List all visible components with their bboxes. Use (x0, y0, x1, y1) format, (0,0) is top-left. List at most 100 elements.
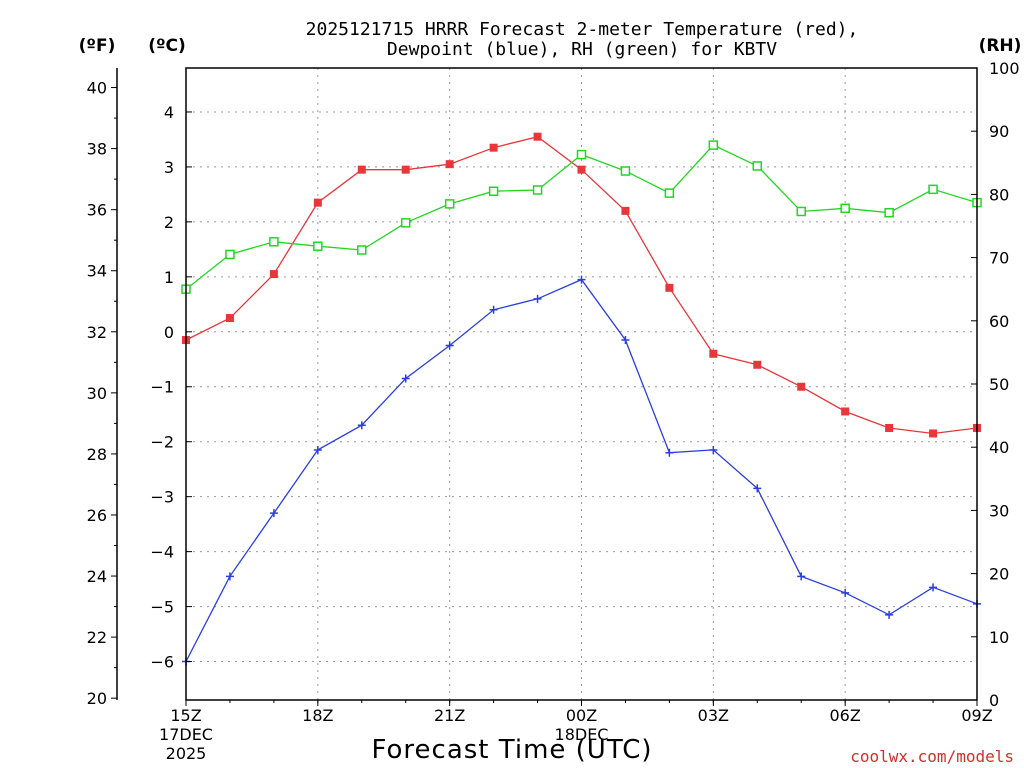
point-2-meter-temperature (269, 270, 278, 279)
point-rh (488, 186, 499, 196)
fahrenheit-tick-label: 38 (87, 140, 107, 159)
fahrenheit-tick-label: 28 (87, 445, 107, 464)
point-2-meter-temperature (841, 407, 850, 416)
rh-tick-label: 40 (989, 438, 1009, 457)
x-tick-label: 21Z (434, 706, 465, 725)
credit-text: coolwx.com/models (850, 747, 1014, 766)
rh-tick-label: 10 (989, 628, 1009, 647)
point-2-meter-temperature (621, 206, 630, 215)
celsius-tick-label: −3 (150, 488, 174, 507)
fahrenheit-tick-label: 36 (87, 201, 107, 220)
point-2-meter-temperature (225, 314, 234, 323)
point-rh (532, 185, 543, 195)
point-2-meter-temperature (885, 423, 894, 432)
celsius-tick-label: −6 (150, 653, 174, 672)
chart-title-line-1: 2025121715 HRRR Forecast 2-meter Tempera… (306, 19, 859, 40)
point-2-meter-temperature (665, 283, 674, 292)
fahrenheit-tick-label: 26 (87, 506, 107, 525)
x-tick-label: 15Z (170, 706, 201, 725)
x-tick-label: 06Z (830, 706, 861, 725)
series-line-dewpoint (185, 278, 978, 662)
point-rh (840, 203, 850, 214)
point-dewpoint (313, 445, 322, 454)
rh-tick-label: 0 (989, 691, 999, 710)
point-dewpoint (709, 445, 718, 454)
point-rh (928, 184, 938, 195)
fahrenheit-unit-label: (ºF) (79, 36, 116, 56)
point-2-meter-temperature (489, 143, 498, 152)
celsius-tick-label: −4 (150, 543, 174, 562)
point-dewpoint (929, 583, 938, 592)
x-tick-label: 03Z (698, 706, 729, 725)
x-tick-label: 00Z (566, 706, 597, 725)
point-2-meter-temperature (709, 349, 718, 358)
gridlines (186, 68, 977, 700)
point-dewpoint (753, 484, 762, 493)
chart-title-line-2: Dewpoint (blue), RH (green) for KBTV (387, 39, 777, 60)
point-dewpoint (841, 588, 850, 597)
fahrenheit-tick-label: 40 (87, 79, 107, 98)
celsius-tick-label: 2 (164, 213, 174, 232)
point-dewpoint (269, 509, 278, 518)
point-rh (269, 237, 279, 247)
celsius-tick-label: 1 (164, 268, 174, 287)
point-rh (444, 199, 455, 209)
point-2-meter-temperature (357, 165, 366, 174)
point-rh (752, 161, 763, 171)
rh-tick-label: 20 (989, 565, 1009, 584)
point-rh (313, 241, 323, 251)
point-rh (664, 188, 675, 198)
point-dewpoint (577, 275, 586, 284)
rh-tick-label: 90 (989, 122, 1009, 141)
rh-tick-label: 60 (989, 312, 1009, 331)
celsius-tick-label: −1 (150, 378, 174, 397)
point-rh (357, 245, 367, 255)
point-dewpoint (665, 448, 674, 457)
point-dewpoint (401, 374, 410, 383)
rh-tick-label: 70 (989, 249, 1009, 268)
fahrenheit-tick-label: 34 (87, 262, 107, 281)
x-tick-label: 17DEC (159, 725, 213, 744)
point-dewpoint (357, 421, 366, 430)
point-dewpoint (621, 336, 630, 345)
point-2-meter-temperature (797, 382, 806, 391)
point-dewpoint (533, 294, 542, 303)
celsius-tick-label: 0 (164, 323, 174, 342)
fahrenheit-tick-label: 30 (87, 384, 107, 403)
celsius-tick-label: 4 (164, 103, 174, 122)
point-2-meter-temperature (445, 160, 454, 169)
x-tick-label: 2025 (166, 744, 207, 763)
x-axis-title: Forecast Time (UTC) (371, 735, 652, 765)
fahrenheit-tick-label: 24 (87, 567, 107, 586)
rh-tick-label: 30 (989, 501, 1009, 520)
rh-tick-label: 80 (989, 185, 1009, 204)
celsius-tick-label: 3 (164, 158, 174, 177)
point-rh (576, 149, 587, 160)
point-dewpoint (225, 572, 234, 581)
celsius-tick-label: −2 (150, 433, 174, 452)
rh-tick-label: 100 (989, 59, 1020, 78)
fahrenheit-tick-label: 22 (87, 628, 107, 647)
point-dewpoint (489, 305, 498, 314)
celsius-unit-label: (ºC) (148, 36, 186, 56)
point-rh (884, 207, 894, 218)
point-2-meter-temperature (401, 165, 410, 174)
series-layer (181, 132, 982, 666)
x-tick-label: 18DEC (555, 725, 609, 744)
point-rh (400, 218, 411, 228)
point-2-meter-temperature (533, 132, 542, 141)
point-2-meter-temperature (313, 198, 322, 207)
celsius-tick-label: −5 (150, 598, 174, 617)
rh-unit-label: (RH) (979, 36, 1022, 56)
fahrenheit-tick-label: 20 (87, 689, 107, 708)
point-2-meter-temperature (577, 165, 586, 174)
point-dewpoint (445, 341, 454, 350)
fahrenheit-tick-label: 32 (87, 323, 107, 342)
point-2-meter-temperature (753, 360, 762, 369)
rh-tick-label: 50 (989, 375, 1009, 394)
point-rh (796, 206, 806, 217)
point-dewpoint (797, 572, 806, 581)
point-2-meter-temperature (929, 429, 938, 438)
